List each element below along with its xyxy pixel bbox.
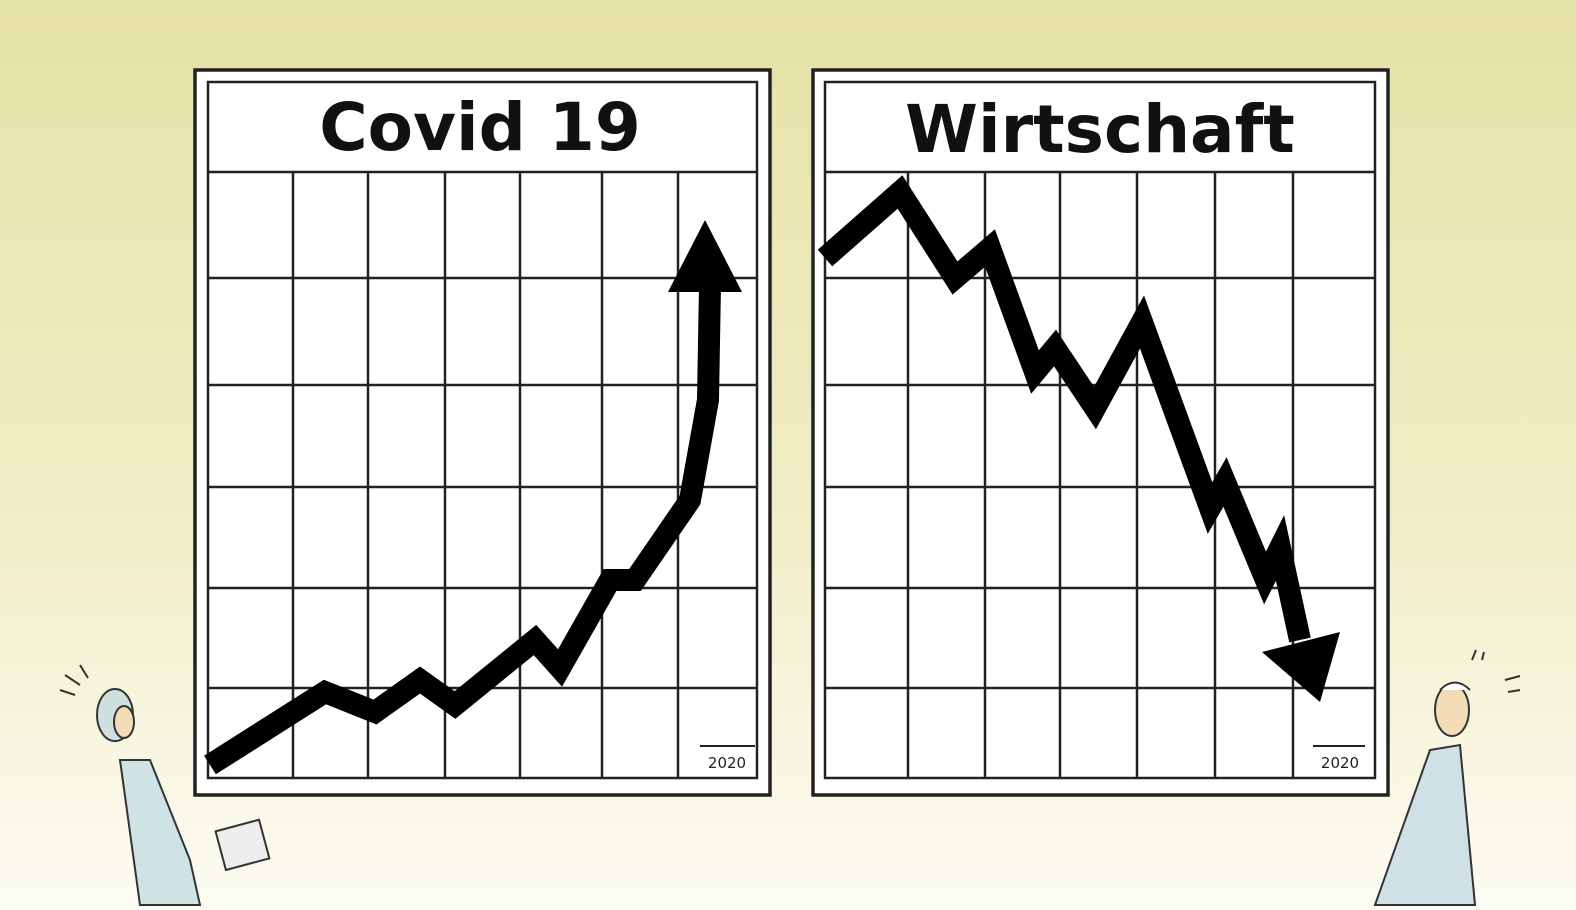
panel-title: Wirtschaft xyxy=(905,91,1295,168)
grid xyxy=(208,172,757,778)
panel-inner xyxy=(206,80,759,780)
panel-title: Covid 19 xyxy=(319,89,641,166)
arrow-head xyxy=(668,220,742,292)
panel: Covid 19 2020 xyxy=(193,68,772,797)
panel: Wirtschaft 2020 xyxy=(811,68,1390,797)
arrow-head xyxy=(1262,632,1340,702)
trend-arrow xyxy=(817,175,1311,643)
panel-inner xyxy=(823,80,1377,780)
year-label: 2020 xyxy=(708,754,746,772)
figure-right xyxy=(1373,649,1521,906)
trend-arrow xyxy=(204,284,721,775)
year-label: 2020 xyxy=(1321,754,1359,772)
figure-left xyxy=(59,664,271,906)
